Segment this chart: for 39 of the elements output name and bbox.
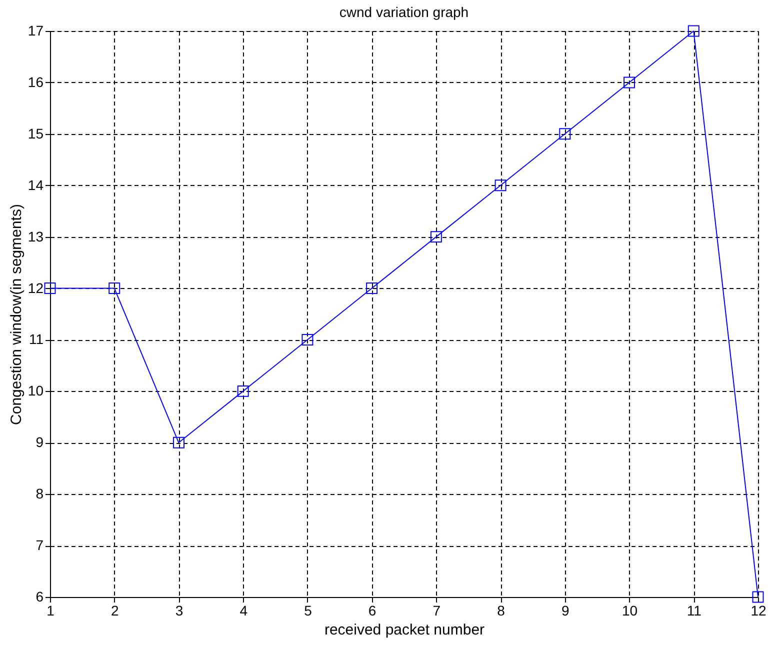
point (302, 334, 314, 346)
x-tick-label: 3 (175, 602, 184, 618)
y-tick-label: 6 (36, 588, 44, 604)
y-tick-label: 10 (28, 382, 44, 399)
point (366, 282, 378, 294)
x-tick-label: 6 (368, 602, 376, 618)
point (430, 231, 442, 243)
x-tick-label: 1 (46, 602, 55, 618)
y-tick-label: 13 (28, 228, 44, 244)
x-tick-label: 9 (562, 602, 570, 618)
x-tick-label: 4 (240, 602, 248, 618)
y-axis-title: Congestion window(in segments) (8, 204, 25, 425)
point (752, 591, 764, 603)
y-tick-label: 12 (28, 280, 44, 296)
point (494, 180, 506, 192)
y-tick-label: 16 (28, 74, 44, 90)
x-axis-title: received packet number (324, 622, 485, 638)
point (172, 436, 184, 448)
x-tick-label: 10 (622, 602, 638, 618)
y-tick-label: 11 (28, 331, 44, 348)
point (44, 282, 56, 294)
point (237, 385, 249, 397)
y-tick-label: 14 (28, 176, 44, 193)
x-tick-label: 11 (686, 602, 702, 618)
x-tick-label: 8 (497, 602, 506, 618)
y-tick-label: 8 (36, 486, 44, 502)
y-tick-label: 7 (36, 537, 44, 554)
point (624, 76, 636, 88)
x-tick-label: 2 (110, 602, 119, 618)
chart-title: cwnd variation graph (339, 4, 469, 20)
x-tick-label: 12 (750, 602, 766, 618)
y-tick-label: 17 (28, 22, 44, 38)
point (559, 128, 571, 140)
x-tick-label: 7 (432, 602, 441, 618)
y-tick-label: 9 (36, 434, 44, 450)
x-tick-label: 5 (304, 602, 312, 618)
point (108, 282, 120, 294)
point (688, 25, 700, 37)
y-tick-label: 15 (28, 125, 44, 142)
